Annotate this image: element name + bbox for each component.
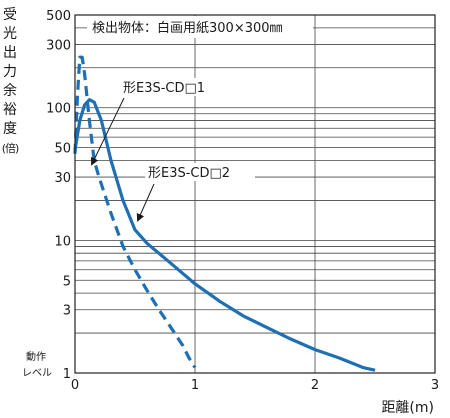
y-axis-label-char: 光: [3, 26, 17, 42]
series-label-dashed: 形E3S-CD□1: [123, 81, 205, 96]
series-line-solid: [73, 98, 376, 372]
y-tick-label: 100: [46, 102, 71, 117]
operating-level-label-bottom: レベル: [22, 368, 52, 379]
callout-arrow-dashed: [91, 97, 125, 166]
y-axis-label-unit: (倍): [1, 142, 20, 155]
y-axis-label-char: 出: [3, 45, 17, 61]
condition-annotation: 検出物体：白画用紙300×300㎜: [92, 20, 283, 36]
series-label-background: [145, 163, 255, 181]
y-axis-label-char: 受: [3, 7, 17, 23]
x-tick-label: 2: [311, 378, 319, 393]
y-axis-label-char: 度: [3, 121, 17, 137]
y-axis-label-char: 力: [3, 64, 17, 80]
annotation-background: [87, 16, 313, 38]
y-tick-label: 3: [63, 304, 71, 319]
series-label-background: [120, 78, 216, 96]
operating-level-label-top: 動作: [26, 352, 46, 363]
grid-layer: [75, 15, 435, 373]
x-tick-label: 1: [191, 378, 199, 393]
x-tick-label: 0: [71, 378, 79, 393]
y-tick-label: 1: [63, 367, 71, 382]
callout-arrow-solid: [136, 183, 155, 222]
y-axis-label-char: 裕: [3, 102, 17, 118]
y-tick-label: 300: [46, 38, 71, 53]
series-label-solid: 形E3S-CD□2: [148, 166, 230, 181]
y-axis-label-char: 余: [3, 83, 17, 99]
y-tick-label: 50: [54, 142, 71, 157]
x-tick-label: 3: [431, 378, 439, 393]
series-layer: [73, 55, 376, 372]
plot-frame: [74, 14, 436, 374]
y-tick-label: 500: [46, 9, 71, 24]
y-tick-label: 30: [54, 171, 71, 186]
x-axis-label: 距離(m): [381, 399, 434, 416]
series-line-dashed: [73, 55, 197, 369]
y-tick-label: 10: [54, 234, 71, 249]
axis-layer: [74, 14, 436, 374]
y-tick-label: 5: [63, 274, 71, 289]
